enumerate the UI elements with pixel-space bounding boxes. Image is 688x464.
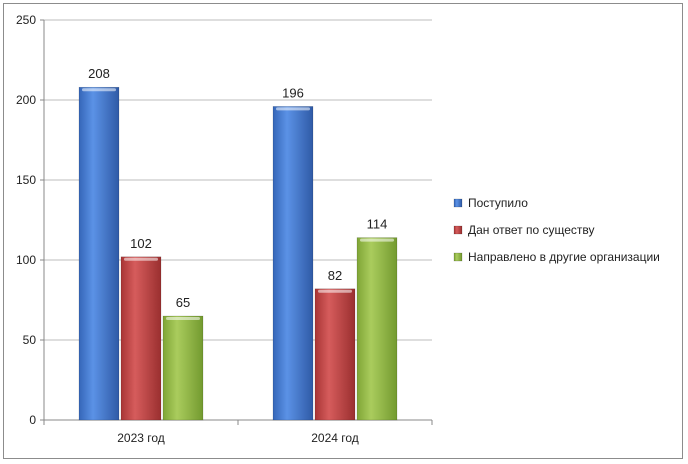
- bar-highlight: [124, 257, 158, 261]
- y-tick-label: 250: [16, 13, 36, 27]
- legend-swatch: [453, 225, 463, 235]
- bar: [314, 288, 356, 421]
- bar-highlight: [276, 107, 310, 111]
- y-tick-label: 100: [16, 253, 36, 267]
- legend-label: Поступило: [468, 196, 528, 210]
- data-label: 102: [130, 236, 152, 251]
- bars: [78, 86, 398, 421]
- legend-label: Дан ответ по существу: [468, 223, 595, 237]
- bar: [356, 237, 398, 421]
- data-labels: 208 102 65 196 82 114: [88, 66, 387, 310]
- bar-highlight: [318, 289, 352, 293]
- data-label: 208: [88, 66, 110, 81]
- bar: [162, 315, 204, 421]
- legend-label: Направлено в другие организации: [468, 250, 660, 264]
- bar: [272, 106, 314, 421]
- y-tick-label: 200: [16, 93, 36, 107]
- data-label: 65: [176, 295, 190, 310]
- legend-swatch: [453, 252, 463, 262]
- data-label: 114: [367, 217, 388, 232]
- axes: 0 50 100 150 200 250 2023 год 2024 год: [16, 13, 433, 445]
- legend-swatch: [453, 198, 463, 208]
- bar: [78, 86, 120, 421]
- legend: Поступило Дан ответ по существу Направлено…: [453, 196, 660, 264]
- data-label: 196: [282, 85, 304, 100]
- y-tick-label: 150: [16, 173, 36, 187]
- bar-highlight: [166, 317, 200, 320]
- x-tick-label: 2024 год: [311, 431, 359, 445]
- x-tick-label: 2023 год: [117, 431, 165, 445]
- data-label: 82: [328, 268, 342, 283]
- y-tick-label: 0: [29, 413, 36, 427]
- bar-highlight: [82, 88, 116, 92]
- bar: [120, 256, 162, 421]
- y-tick-label: 50: [23, 333, 37, 347]
- bar-highlight: [360, 238, 394, 242]
